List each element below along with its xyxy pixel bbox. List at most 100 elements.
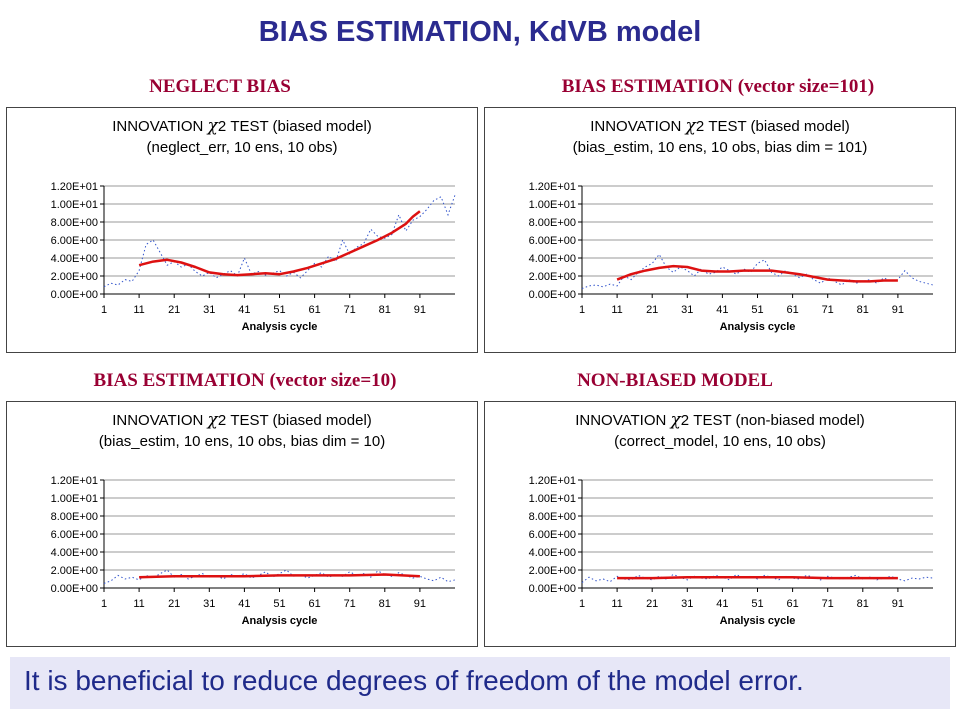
chart-0-x-tick-label: 31 <box>203 304 215 316</box>
chart-0-x-axis-label: Analysis cycle <box>242 321 318 333</box>
chart-0-x-tick-label: 61 <box>308 304 320 316</box>
chart-2-x-tick-label: 81 <box>379 598 391 610</box>
chart-1-x-tick-label: 21 <box>646 304 658 316</box>
chart-panel-bias-estimation-101: INNOVATION χ2 TEST (biased model) (bias_e… <box>484 107 956 353</box>
chart-3-y-tick-label: 2.00E+00 <box>529 565 576 577</box>
chart-2-y-tick-label: 4.00E+00 <box>51 547 98 559</box>
chart-3-x-tick-label: 91 <box>892 598 904 610</box>
chart-2-x-axis-label: Analysis cycle <box>242 615 318 627</box>
chart-2-x-tick-label: 91 <box>414 598 426 610</box>
chart-1-y-tick-label: 4.00E+00 <box>529 253 576 265</box>
chart-3-title-suffix: 2 TEST (non-biased model) <box>681 412 865 429</box>
chart-1-x-tick-label: 11 <box>611 304 622 316</box>
chart-1-x-tick-label: 91 <box>892 304 904 316</box>
chart-0-x-tick-label: 41 <box>238 304 250 316</box>
chart-3-x-axis-label: Analysis cycle <box>720 615 796 627</box>
chart-1-y-tick-label: 2.00E+00 <box>529 271 576 283</box>
chart-0-x-tick-label: 91 <box>414 304 426 316</box>
chi2-chart-non-biased-model: INNOVATION χ2 TEST (non-biased model) (co… <box>529 410 934 627</box>
chart-0-x-tick-label: 21 <box>168 304 180 316</box>
chart-3-x-tick-label: 41 <box>716 598 728 610</box>
chart-1-x-tick-label: 1 <box>579 304 585 316</box>
chart-1-x-axis-label: Analysis cycle <box>720 321 796 333</box>
chart-2-y-tick-label: 6.00E+00 <box>51 529 98 541</box>
chart-2-x-tick-label: 11 <box>133 598 144 610</box>
chart-2-title-prefix: INNOVATION <box>112 412 207 429</box>
chart-0-x-tick-label: 81 <box>379 304 391 316</box>
chart-3-x-tick-label: 61 <box>786 598 798 610</box>
chart-2-title-line2: (bias_estim, 10 ens, 10 obs, bias dim = … <box>99 433 385 450</box>
chart-0-title-suffix: 2 TEST (biased model) <box>218 118 372 135</box>
chart-0-x-tick-label: 1 <box>101 304 107 316</box>
panel-heading-bias-estimation-10: BIAS ESTIMATION (vector size=10) <box>93 370 397 391</box>
chart-0-y-tick-label: 2.00E+00 <box>51 271 98 283</box>
chart-1-title-line1: INNOVATION χ2 TEST (biased model) <box>590 116 850 136</box>
chart-1-x-tick-label: 71 <box>822 304 834 316</box>
chart-panel-neglect-bias: INNOVATION χ2 TEST (biased model) (neglec… <box>6 107 478 353</box>
chart-0-title-prefix: INNOVATION <box>112 118 207 135</box>
chart-1-x-tick-label: 81 <box>857 304 869 316</box>
chart-3-x-tick-label: 51 <box>751 598 763 610</box>
chart-1-title-line2: (bias_estim, 10 ens, 10 obs, bias dim = … <box>573 139 868 156</box>
chart-2-title-line1: INNOVATION χ2 TEST (biased model) <box>112 410 372 430</box>
chart-1-y-tick-label: 0.00E+00 <box>529 289 576 301</box>
chi2-chart-neglect-bias: INNOVATION χ2 TEST (biased model) (neglec… <box>51 116 456 333</box>
chart-2-title-chi-symbol: χ <box>207 410 220 430</box>
chart-2-y-tick-label: 8.00E+00 <box>51 511 98 523</box>
chart-3-x-tick-label: 31 <box>681 598 693 610</box>
page-title: BIAS ESTIMATION, KdVB model <box>258 16 702 48</box>
chart-3-mean-series-line <box>617 575 898 580</box>
chart-0-x-tick-label: 71 <box>344 304 356 316</box>
chart-3-y-tick-label: 0.00E+00 <box>529 583 576 595</box>
chart-2-x-tick-label: 51 <box>273 598 285 610</box>
chart-3-x-tick-label: 81 <box>857 598 869 610</box>
chart-3-y-tick-label: 4.00E+00 <box>529 547 576 559</box>
chart-3-x-tick-label: 11 <box>611 598 622 610</box>
chart-1-x-tick-label: 61 <box>786 304 798 316</box>
chart-2-x-tick-label: 71 <box>344 598 356 610</box>
conclusion-text: It is beneficial to reduce degrees of fr… <box>24 665 804 696</box>
chart-1-title-chi-symbol: χ <box>685 116 698 136</box>
chart-0-y-tick-label: 6.00E+00 <box>51 235 98 247</box>
chart-0-y-tick-label: 1.00E+01 <box>51 199 98 211</box>
chi2-chart-bias-estimation-101: INNOVATION χ2 TEST (biased model) (bias_e… <box>529 116 934 333</box>
conclusion-banner: It is beneficial to reduce degrees of fr… <box>10 657 950 709</box>
chart-3-title-chi-symbol: χ <box>669 410 682 430</box>
chart-0-mean-series-line <box>138 210 421 277</box>
chart-0-y-tick-label: 1.20E+01 <box>51 181 98 193</box>
chart-2-x-tick-label: 1 <box>101 598 107 610</box>
chart-panel-bias-estimation-10: INNOVATION χ2 TEST (biased model) (bias_e… <box>6 401 478 647</box>
chart-2-y-tick-label: 2.00E+00 <box>51 565 98 577</box>
chart-3-y-tick-label: 8.00E+00 <box>529 511 576 523</box>
chart-2-x-tick-label: 31 <box>203 598 215 610</box>
chart-2-title-suffix: 2 TEST (biased model) <box>218 412 372 429</box>
chart-2-x-tick-label: 41 <box>238 598 250 610</box>
chart-1-mean-series-line <box>616 264 898 283</box>
chart-0-x-tick-label: 11 <box>133 304 144 316</box>
chart-1-x-tick-label: 41 <box>716 304 728 316</box>
panel-heading-bias-estimation-101: BIAS ESTIMATION (vector size=101) <box>561 76 875 97</box>
chart-3-y-tick-label: 1.00E+01 <box>529 493 576 505</box>
chart-2-mean-series-line <box>139 573 420 579</box>
chart-3-title-prefix: INNOVATION <box>575 412 670 429</box>
chart-2-y-tick-label: 1.20E+01 <box>51 475 98 487</box>
chart-1-title-suffix: 2 TEST (biased model) <box>696 118 850 135</box>
chart-1-x-tick-label: 51 <box>751 304 763 316</box>
chart-2-x-tick-label: 21 <box>168 598 180 610</box>
chart-3-raw-series-line <box>581 573 934 583</box>
chart-0-x-tick-label: 51 <box>273 304 285 316</box>
chart-2-x-tick-label: 61 <box>308 598 320 610</box>
chart-0-title-line1: INNOVATION χ2 TEST (biased model) <box>112 116 372 136</box>
chart-0-title-line2: (neglect_err, 10 ens, 10 obs) <box>147 139 338 156</box>
chart-1-y-tick-label: 1.00E+01 <box>529 199 576 211</box>
chart-3-y-tick-label: 1.20E+01 <box>529 475 576 487</box>
chart-0-y-tick-label: 0.00E+00 <box>51 289 98 301</box>
chart-1-x-tick-label: 31 <box>681 304 693 316</box>
chart-1-title-prefix: INNOVATION <box>590 118 685 135</box>
chart-3-y-tick-label: 6.00E+00 <box>529 529 576 541</box>
panel-heading-neglect-bias: NEGLECT BIAS <box>149 76 291 97</box>
chi2-chart-bias-estimation-10: INNOVATION χ2 TEST (biased model) (bias_e… <box>51 410 456 627</box>
chart-3-x-tick-label: 21 <box>646 598 658 610</box>
chart-3-title-line1: INNOVATION χ2 TEST (non-biased model) <box>575 410 865 430</box>
chart-3-title-line2: (correct_model, 10 ens, 10 obs) <box>614 433 826 450</box>
